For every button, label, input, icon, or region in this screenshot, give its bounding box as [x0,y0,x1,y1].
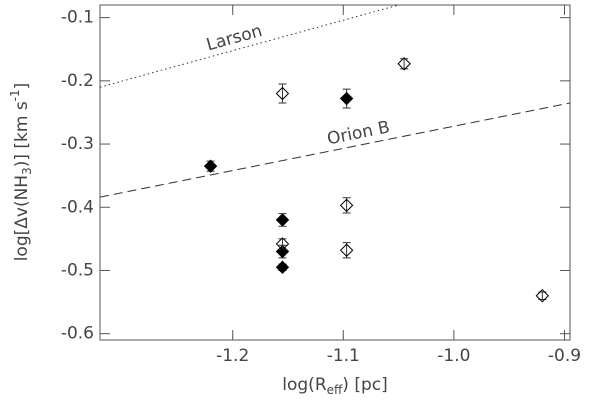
line-label: Larson [204,21,264,55]
y-label-part: ] [12,83,32,90]
x-label-part: ) [pc] [342,375,387,395]
point [535,289,550,303]
y-label-part: log[Δv(NH [12,175,32,261]
x-label-part: log(R [282,375,327,395]
line-label: Orion B [325,117,391,149]
y-tick-label: -0.2 [61,71,94,91]
x-tick-label: -1.2 [216,346,249,366]
x-tick-label: -0.9 [548,346,581,366]
error-bar [400,58,409,70]
point [339,198,354,213]
y-label-sub: 3 [20,167,34,175]
x-axis-label: log(Reff) [pc] [282,375,387,397]
x-label-sub: eff [327,383,343,397]
x-tick-label: -1.1 [327,346,360,366]
error-bar [342,197,351,214]
plot-frame [99,4,571,341]
error-bar [278,238,287,250]
y-tick-label: -0.6 [61,324,94,344]
point [275,237,290,251]
point [397,57,411,71]
reference-line [99,102,571,198]
point [275,86,290,101]
error-bar [342,242,351,259]
y-tick-label: -0.1 [61,8,94,28]
y-label-sup: -1 [8,89,22,101]
x-tick-label: -1.0 [437,346,470,366]
point [275,260,290,275]
y-label-part: )] [km s [12,101,32,167]
y-tick-label: -0.4 [61,197,94,217]
y-axis-label: log[Δv(NH3)] [km s-1] [8,83,34,262]
point [339,243,354,257]
point [203,159,218,173]
y-tick-label: -0.3 [61,134,94,154]
point [339,91,354,106]
y-tick-label: -0.5 [61,260,94,280]
point [275,213,290,227]
reference-line [99,4,399,88]
